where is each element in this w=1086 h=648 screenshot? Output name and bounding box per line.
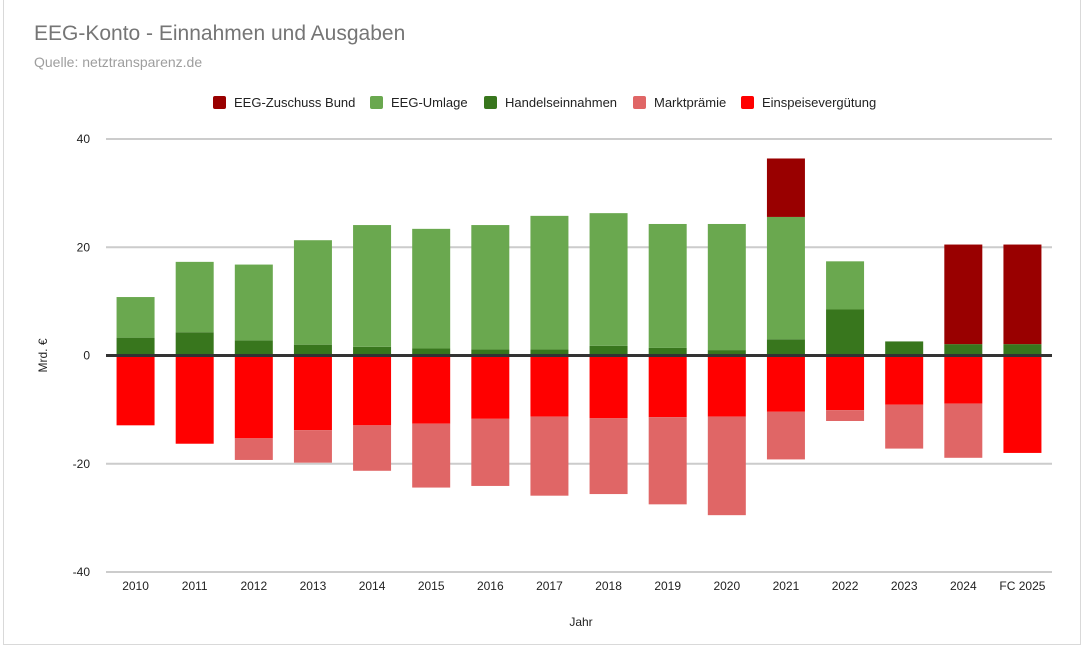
bar-segment xyxy=(412,348,451,356)
x-tick-label: 2023 xyxy=(891,579,918,593)
bar-segment xyxy=(471,349,510,356)
bar-segment xyxy=(826,410,865,421)
bar-segment xyxy=(826,309,865,356)
bar-segment xyxy=(766,355,805,412)
bar-segment xyxy=(1003,355,1042,453)
y-tick-label: -20 xyxy=(73,457,91,471)
x-tick-label: 2022 xyxy=(832,579,859,593)
bar-segment xyxy=(1003,244,1042,345)
bar-segment xyxy=(589,418,628,495)
chart-title: EEG-Konto - Einnahmen und Ausgaben xyxy=(34,22,406,45)
x-tick-label: 2014 xyxy=(359,579,386,593)
bar-segment xyxy=(944,244,983,345)
bar-segment xyxy=(471,225,510,350)
legend-swatch xyxy=(370,96,383,109)
bar-segment xyxy=(707,355,746,417)
y-tick-label: 0 xyxy=(83,349,90,363)
bar-segment xyxy=(707,223,746,351)
x-tick-label: 2020 xyxy=(713,579,740,593)
x-tick-label: 2011 xyxy=(182,579,208,593)
bar-segment xyxy=(648,223,687,348)
bar-segment xyxy=(826,355,865,411)
x-tick-label: 2015 xyxy=(418,579,445,593)
bar-segment xyxy=(293,240,332,345)
bar-segment xyxy=(234,438,273,460)
y-tick-label: 20 xyxy=(77,240,91,254)
bar-segment xyxy=(293,344,332,356)
x-tick-label: 2013 xyxy=(300,579,327,593)
bar-segment xyxy=(234,340,273,356)
x-tick-label: 2016 xyxy=(477,579,504,593)
x-tick-label: 2024 xyxy=(950,579,977,593)
bar-segment xyxy=(530,215,569,350)
bar-segment xyxy=(944,403,983,458)
bar-segment xyxy=(471,418,510,486)
y-tick-label: -40 xyxy=(73,565,91,579)
legend-swatch xyxy=(484,96,497,109)
bar-segment xyxy=(175,332,214,356)
bar-segment xyxy=(353,225,392,347)
x-tick-label: 2017 xyxy=(536,579,563,593)
chart-frame xyxy=(3,0,1081,645)
bar-segment xyxy=(116,297,155,338)
legend-swatch xyxy=(741,96,754,109)
bar-segment xyxy=(766,158,805,217)
x-tick-label: 2019 xyxy=(654,579,681,593)
y-tick-label: 40 xyxy=(77,132,91,146)
bar-segment xyxy=(412,355,451,424)
x-tick-label: 2012 xyxy=(240,579,267,593)
bar-segment xyxy=(1003,344,1042,356)
bar-segment xyxy=(944,355,983,404)
x-axis-title: Jahr xyxy=(569,615,592,629)
legend-label: Marktprämie xyxy=(654,95,726,110)
chart-subtitle: Quelle: netztransparenz.de xyxy=(34,54,203,70)
bar-segment xyxy=(707,416,746,516)
bar-segment xyxy=(471,355,510,419)
bar-segment xyxy=(530,355,569,417)
legend-label: Handelseinnahmen xyxy=(505,95,617,110)
bar-segment xyxy=(353,355,392,426)
bar-segment xyxy=(293,430,332,463)
bar-segment xyxy=(353,346,392,356)
bar-segment xyxy=(293,355,332,431)
bar-segment xyxy=(589,213,628,346)
bar-segment xyxy=(885,355,924,405)
bar-segment xyxy=(648,347,687,356)
bar-segment xyxy=(589,345,628,356)
bar-segment xyxy=(175,355,214,444)
bar-segment xyxy=(353,425,392,471)
x-tick-label: FC 2025 xyxy=(999,579,1045,593)
legend-label: Einspeisevergütung xyxy=(762,95,876,110)
bar-segment xyxy=(766,216,805,340)
bar-segment xyxy=(530,349,569,356)
x-tick-label: 2018 xyxy=(595,579,622,593)
bar-segment xyxy=(648,355,687,418)
x-tick-label: 2010 xyxy=(122,579,149,593)
bar-segment xyxy=(766,339,805,356)
y-axis-title: Mrd. € xyxy=(36,338,50,372)
legend-label: EEG-Umlage xyxy=(391,95,468,110)
bar-segment xyxy=(234,264,273,341)
bar-segment xyxy=(766,411,805,460)
bar-segment xyxy=(175,261,214,333)
bar-segment xyxy=(116,337,155,356)
bar-segment xyxy=(116,355,155,426)
bar-segment xyxy=(412,423,451,488)
x-tick-label: 2021 xyxy=(773,579,800,593)
bar-segment xyxy=(589,355,628,419)
bar-segment xyxy=(530,416,569,496)
legend-swatch xyxy=(213,96,226,109)
legend-swatch xyxy=(633,96,646,109)
bar-segment xyxy=(885,404,924,449)
bar-segment xyxy=(826,261,865,310)
bar-segment xyxy=(234,355,273,439)
bar-segment xyxy=(944,344,983,356)
legend-label: EEG-Zuschuss Bund xyxy=(234,95,355,110)
bar-segment xyxy=(648,417,687,505)
bar-segment xyxy=(707,350,746,356)
bar-segment xyxy=(412,228,451,349)
bar-segment xyxy=(885,341,924,356)
